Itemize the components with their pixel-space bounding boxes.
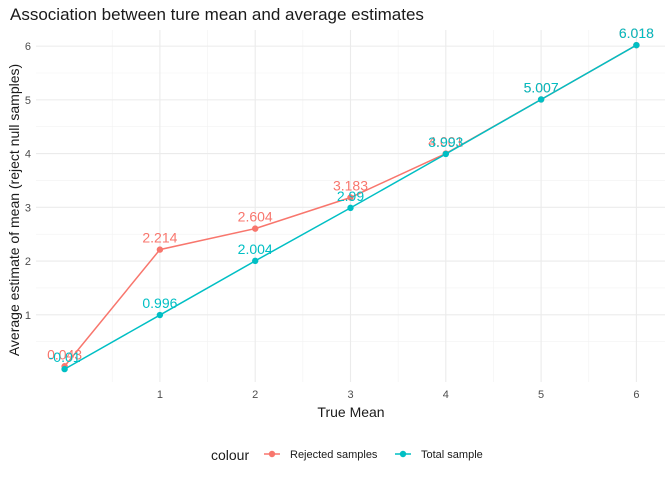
y-tick-label: 4 — [25, 149, 31, 161]
data-point-total-sample — [633, 41, 640, 49]
x-tick-label: 1 — [157, 389, 163, 401]
chart-title: Association between ture mean and averag… — [10, 5, 424, 24]
x-tick-label: 2 — [252, 389, 258, 401]
data-label-total-sample: 0.996 — [142, 295, 177, 311]
legend-item-rejected-samples: Rejected samples — [264, 449, 378, 461]
data-label-total-sample: 2.99 — [337, 188, 364, 204]
data-label-rejected-samples: 5.007 — [524, 79, 559, 95]
data-point-rejected-samples — [251, 225, 259, 232]
data-label-rejected-samples: 0.043 — [47, 346, 82, 362]
data-label-rejected-samples: 2.604 — [238, 209, 273, 225]
data-point-total-sample — [156, 311, 164, 319]
data-label-rejected-samples: 6.018 — [619, 25, 654, 41]
tick-labels: 1 2 3 4 5 6 1 2 3 4 5 6 — [25, 41, 640, 401]
data-label-rejected-samples: 2.214 — [142, 230, 177, 246]
data-point-total-sample — [442, 150, 450, 158]
legend-point-rejected-samples — [268, 450, 276, 458]
y-tick-label: 1 — [25, 310, 31, 322]
x-tick-label: 4 — [443, 389, 449, 401]
legend-point-total-sample — [399, 450, 407, 458]
data-label-total-sample: -0.01 — [49, 349, 81, 365]
y-tick-label: 3 — [25, 202, 31, 214]
legend-label-total-sample: Total sample — [421, 449, 483, 461]
x-tick-label: 3 — [347, 389, 353, 401]
legend-label-rejected-samples: Rejected samples — [290, 449, 378, 461]
data-labels: 0.043 2.214 2.604 3.183 4.001 5.007 6.018 -0.01… — [47, 25, 654, 365]
data-label-total-sample: 6.018 — [619, 25, 654, 41]
data-point-total-sample — [251, 257, 259, 265]
data-label-total-sample: 2.004 — [238, 241, 273, 257]
x-tick-label: 6 — [633, 389, 639, 401]
data-point-total-sample — [537, 96, 545, 103]
legend: colour Rejected samples Total sample — [211, 447, 483, 463]
data-label-rejected-samples: 3.183 — [333, 178, 368, 194]
data-point-total-sample — [347, 204, 354, 212]
y-axis-title: Average estimate of mean (reject null sa… — [6, 64, 22, 356]
series-layer — [61, 41, 640, 373]
legend-item-total-sample: Total sample — [395, 449, 483, 461]
x-axis-title: True Mean — [317, 404, 384, 420]
y-tick-label: 6 — [25, 41, 31, 53]
data-label-total-sample: 5.007 — [524, 79, 559, 95]
data-point-rejected-samples — [347, 194, 354, 201]
grid — [36, 30, 665, 382]
y-tick-label: 2 — [25, 256, 31, 268]
data-point-rejected-samples — [156, 246, 164, 253]
data-point-total-sample — [61, 365, 68, 373]
y-tick-label: 5 — [25, 95, 31, 107]
legend-title: colour — [211, 447, 249, 463]
data-label-total-sample: 3.993 — [428, 134, 463, 150]
x-tick-label: 5 — [538, 389, 544, 401]
data-label-rejected-samples: 4.001 — [428, 134, 463, 150]
